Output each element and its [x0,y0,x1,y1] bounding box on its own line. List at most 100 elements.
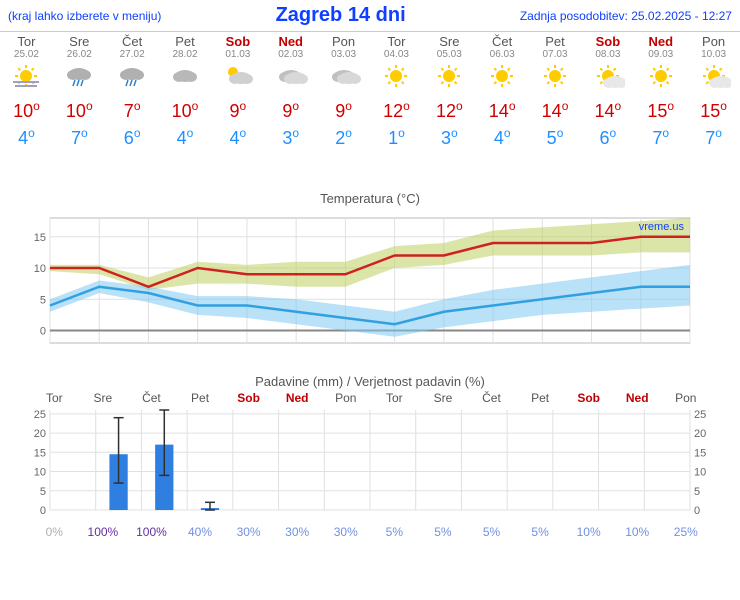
precip-chart: 00551010151520202525 [20,405,720,525]
day-of-week: Čet [476,34,529,49]
high-temp: 15o [634,99,687,122]
precip-prob: 25% [662,525,711,539]
day-header: Pon10.03 [687,34,740,60]
precip-day-label: Sre [79,391,128,405]
low-temp: 5o [529,126,582,149]
weather-icon [317,62,370,95]
precip-prob: 5% [370,525,419,539]
day-header: Tor04.03 [370,34,423,60]
precip-prob: 40% [176,525,225,539]
low-temp: 4o [159,126,212,149]
high-temp: 14o [529,99,582,122]
day-of-week: Ned [634,34,687,49]
svg-text:20: 20 [34,428,46,440]
precip-prob: 5% [419,525,468,539]
day-date: 01.03 [211,49,264,60]
day-of-week: Ned [264,34,317,49]
day-date: 07.03 [529,49,582,60]
weather-icons-row [0,60,740,97]
day-date: 03.03 [317,49,370,60]
high-temp: 12o [423,99,476,122]
precip-chart-title: Padavine (mm) / Verjetnost padavin (%) [0,374,740,389]
precip-day-label: Čet [127,391,176,405]
precip-day-label: Pon [321,391,370,405]
svg-text:0: 0 [40,505,46,517]
precip-day-label: Ned [273,391,322,405]
high-temp: 9o [317,99,370,122]
day-header: Ned09.03 [634,34,687,60]
high-temp: 10o [159,99,212,122]
svg-text:5: 5 [40,294,46,306]
day-date: 02.03 [264,49,317,60]
precip-prob: 100% [79,525,128,539]
weather-icon [264,62,317,95]
high-temps-row: 10o10o7o10o9o9o9o12o12o14o14o14o15o15o [0,97,740,124]
day-header: Pon03.03 [317,34,370,60]
weather-icon [476,62,529,95]
weather-icon [687,62,740,95]
low-temps-row: 4o7o6o4o4o3o2o1o3o4o5o6o7o7o [0,124,740,151]
day-of-week: Sob [581,34,634,49]
day-of-week: Sre [423,34,476,49]
high-temp: 9o [264,99,317,122]
precip-prob: 30% [321,525,370,539]
weather-icon [529,62,582,95]
day-headers-row: Tor25.02Sre26.02Čet27.02Pet28.02Sob01.03… [0,31,740,60]
day-date: 06.03 [476,49,529,60]
low-temp: 4o [211,126,264,149]
day-date: 26.02 [53,49,106,60]
precip-prob: 30% [224,525,273,539]
svg-text:5: 5 [40,486,46,498]
day-of-week: Čet [106,34,159,49]
high-temp: 10o [0,99,53,122]
high-temp: 14o [581,99,634,122]
precip-prob: 30% [273,525,322,539]
precip-prob: 5% [516,525,565,539]
svg-text:15: 15 [34,447,46,459]
precip-prob-row: 0%100%100%40%30%30%30%5%5%5%5%10%10%25% [0,525,740,539]
svg-text:20: 20 [694,428,706,440]
day-header: Sre05.03 [423,34,476,60]
menu-note[interactable]: (kraj lahko izberete v meniju) [8,9,161,23]
precip-day-label: Pon [662,391,711,405]
high-temp: 7o [106,99,159,122]
day-of-week: Sre [53,34,106,49]
precip-prob: 5% [467,525,516,539]
day-date: 25.02 [0,49,53,60]
svg-text:15: 15 [34,232,46,244]
temp-chart: 051015vreme.us [20,208,720,368]
low-temp: 2o [317,126,370,149]
day-of-week: Pet [529,34,582,49]
high-temp: 14o [476,99,529,122]
header: (kraj lahko izberete v meniju) Zagreb 14… [0,0,740,31]
weather-icon [634,62,687,95]
high-temp: 9o [211,99,264,122]
low-temp: 7o [53,126,106,149]
day-of-week: Pon [317,34,370,49]
precip-day-label: Čet [467,391,516,405]
day-header: Tor25.02 [0,34,53,60]
temp-chart-title: Temperatura (°C) [0,191,740,206]
day-header: Čet27.02 [106,34,159,60]
day-date: 08.03 [581,49,634,60]
svg-text:0: 0 [694,505,700,517]
weather-icon [211,62,264,95]
day-date: 10.03 [687,49,740,60]
day-of-week: Tor [0,34,53,49]
day-header: Pet07.03 [529,34,582,60]
day-date: 09.03 [634,49,687,60]
temp-chart-section: Temperatura (°C) 051015vreme.us [0,191,740,368]
high-temp: 12o [370,99,423,122]
precip-day-label: Pet [516,391,565,405]
low-temp: 7o [634,126,687,149]
low-temp: 6o [106,126,159,149]
svg-text:10: 10 [694,467,706,479]
day-of-week: Tor [370,34,423,49]
high-temp: 15o [687,99,740,122]
day-date: 27.02 [106,49,159,60]
precip-prob: 10% [613,525,662,539]
weather-icon [159,62,212,95]
svg-text:10: 10 [34,467,46,479]
last-updated: Zadnja posodobitev: 25.02.2025 - 12:27 [520,9,732,23]
low-temp: 1o [370,126,423,149]
